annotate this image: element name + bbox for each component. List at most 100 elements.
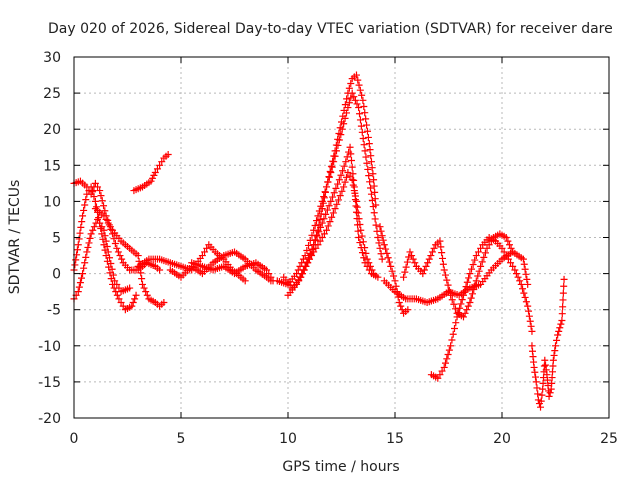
data-point (545, 392, 553, 400)
y-tick-label: 25 (43, 86, 61, 102)
data-point (85, 239, 93, 247)
data-point (505, 241, 513, 249)
x-tick-label: 5 (177, 431, 186, 447)
data-point (94, 215, 102, 223)
data-point (355, 234, 363, 241)
data-point (308, 231, 316, 239)
data-point (364, 133, 372, 141)
data-point (361, 244, 369, 252)
data-point (328, 163, 336, 171)
data-point (468, 290, 476, 298)
data-point (338, 125, 346, 133)
data-point (436, 237, 444, 245)
data-point (314, 241, 322, 249)
y-tick-label: -10 (38, 339, 61, 355)
data-point (317, 223, 325, 231)
data-point (302, 262, 310, 270)
data-point (556, 324, 564, 332)
data-point (131, 295, 139, 303)
data-point (90, 223, 98, 231)
y-tick-label: 15 (43, 158, 61, 174)
data-point (387, 262, 395, 270)
data-point (342, 158, 350, 166)
data-point (350, 187, 358, 195)
data-point (100, 202, 108, 210)
data-point (507, 259, 515, 267)
data-point (558, 317, 566, 325)
data-point (462, 283, 470, 291)
data-point (538, 391, 546, 399)
data-point (342, 173, 350, 181)
data-point (151, 169, 159, 177)
data-point (119, 302, 127, 310)
data-point (404, 306, 412, 314)
data-point (551, 347, 559, 355)
data-point (298, 259, 306, 267)
data-point (115, 295, 123, 303)
data-point (443, 276, 451, 284)
series-arc-p (427, 234, 536, 382)
data-point (367, 152, 375, 160)
data-point (444, 281, 452, 289)
data-point (359, 134, 367, 142)
data-point (378, 255, 386, 263)
data-point (390, 272, 398, 280)
data-point (335, 196, 343, 204)
data-point (358, 249, 366, 257)
data-point (329, 193, 337, 201)
data-point (344, 104, 352, 112)
data-point (105, 221, 113, 229)
data-point (331, 205, 339, 213)
data-point (447, 342, 455, 350)
data-point (346, 143, 354, 151)
data-point (363, 159, 371, 167)
data-point (368, 164, 376, 172)
data-point (316, 215, 324, 223)
data-point (79, 212, 87, 220)
data-point (337, 171, 345, 179)
data-point (466, 298, 474, 306)
data-point (326, 167, 334, 175)
data-point (514, 273, 522, 281)
data-point (73, 246, 81, 254)
data-point (351, 192, 359, 200)
data-point (104, 248, 112, 256)
data-point (400, 273, 408, 281)
data-point (98, 197, 106, 205)
data-point (320, 215, 328, 223)
data-point (534, 390, 542, 398)
data-point (450, 324, 458, 332)
data-point (362, 249, 370, 257)
data-point (327, 197, 335, 205)
data-point (427, 252, 435, 260)
data-point (444, 350, 452, 358)
data-point (85, 187, 93, 195)
data-point (267, 273, 275, 281)
data-point (106, 254, 114, 262)
data-point (383, 249, 391, 257)
data-point (368, 196, 376, 204)
data-point (355, 104, 363, 112)
data-point (354, 209, 362, 217)
data-point (511, 266, 519, 274)
data-point (357, 226, 365, 234)
data-point (527, 322, 535, 330)
data-point (388, 267, 396, 275)
data-point (92, 203, 100, 211)
data-point (357, 122, 365, 130)
data-point (420, 266, 428, 274)
data-point (362, 115, 370, 123)
data-point (523, 275, 531, 283)
series-arc-j (273, 89, 386, 288)
data-point (317, 202, 325, 210)
data-point (477, 244, 485, 252)
data-point (448, 336, 456, 344)
data-point (438, 367, 446, 375)
data-point (329, 209, 337, 217)
data-point (382, 245, 390, 253)
data-point (352, 71, 360, 79)
data-point (337, 131, 345, 139)
data-point (552, 342, 559, 350)
data-point (348, 89, 356, 97)
data-point (352, 208, 360, 216)
